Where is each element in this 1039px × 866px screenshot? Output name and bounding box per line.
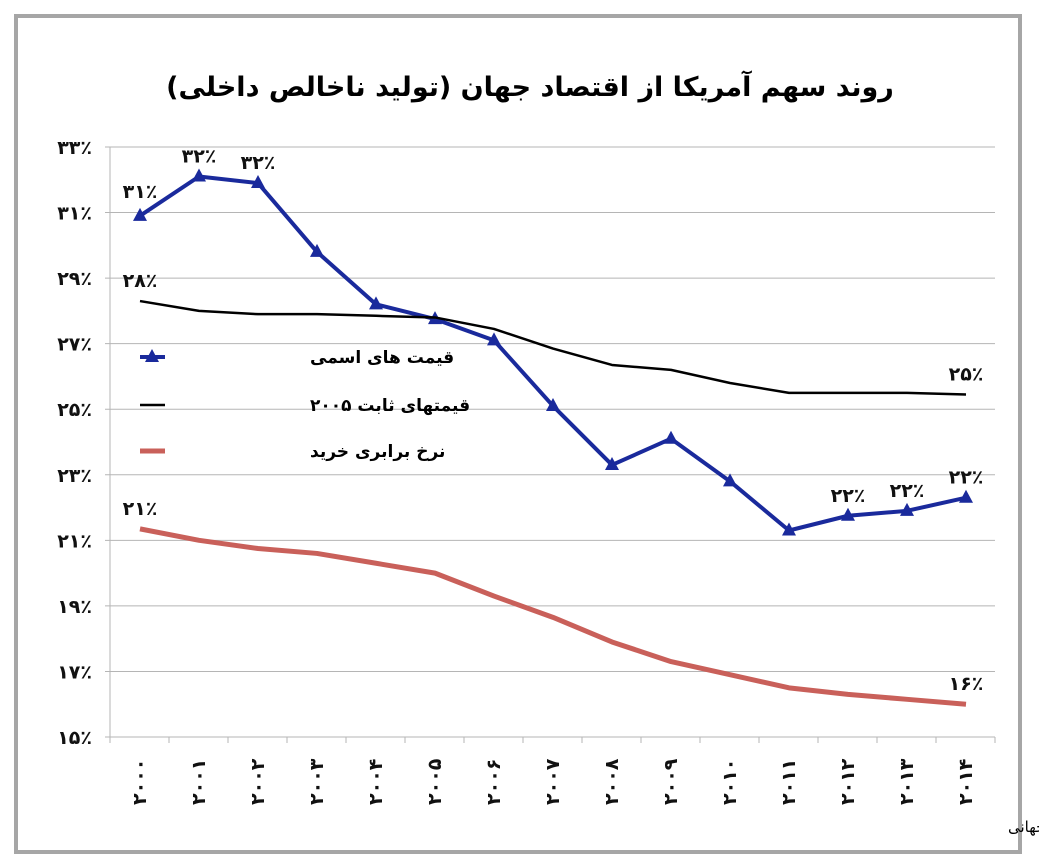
x-tick-label: ۲۰۱۲ (837, 758, 859, 805)
y-tick-label: ۲۵٪ (57, 399, 92, 421)
footnote: تحلیل و استنتاج: احسان سلطانی بر اساس دا… (1008, 818, 1039, 837)
x-tick-label: ۲۰۰۳ (306, 758, 328, 805)
x-tick-label: ۲۰۰۷ (542, 758, 564, 805)
y-tick-label: ۲۷٪ (57, 334, 92, 356)
data-label: ۱۶٪ (949, 673, 984, 695)
x-tick-label: ۲۰۰۸ (601, 758, 623, 805)
y-tick-labels: ۱۵٪ ۱۷٪ ۱۹٪ ۲۱٪ ۲۳٪ ۲۵٪ ۲۷٪ ۲۹٪ ۳۱٪ ۳۳٪ (57, 137, 92, 749)
legend-label: قیمتهای ثابت ۲۰۰۵ (310, 396, 470, 416)
y-tick-label: ۲۱٪ (57, 530, 92, 552)
x-tick-label: ۲۰۰۴ (365, 759, 387, 805)
data-point-marker (192, 168, 206, 182)
chart-title: روند سهم آمریکا از اقتصاد جهان (تولید نا… (166, 70, 894, 103)
y-tick-label: ۱۵٪ (57, 727, 92, 749)
x-tick-label: ۲۰۱۴ (955, 759, 977, 805)
data-point-marker (723, 473, 737, 487)
series-group (133, 168, 973, 707)
data-label: ۲۲٪ (831, 485, 866, 507)
series-line (138, 174, 967, 533)
x-tick-label: ۲۰۰۲ (247, 758, 269, 805)
data-label: ۲۵٪ (949, 363, 984, 385)
legend: قیمت های اسمی قیمتهای ثابت ۲۰۰۵ نرخ برابری… (140, 348, 470, 462)
chart-frame (14, 14, 1022, 854)
data-point-marker (959, 489, 973, 503)
legend-label: نرخ برابری خرید (310, 442, 445, 462)
data-point-marker (841, 507, 855, 521)
data-point-marker (310, 243, 324, 257)
y-tick-label: ۲۹٪ (57, 268, 92, 290)
data-point-marker (546, 397, 560, 411)
x-tick-label: ۲۰۱۱ (778, 759, 800, 805)
data-point-marker (133, 207, 147, 221)
x-tick-label: ۲۰۰۱ (188, 759, 210, 805)
data-label: ۲۱٪ (123, 498, 158, 520)
x-tick-label: ۲۰۰۹ (660, 758, 682, 805)
data-labels: ۳۱٪ ۳۲٪ ۳۲٪ ۲۲٪ ۲۲٪ ۲۲٪ ۲۸٪ ۲۵٪ ۲۱٪ ۱۶٪ (123, 146, 984, 696)
x-tick-label: ۲۰۰۰ (129, 759, 151, 805)
x-tick-label: ۲۰۰۶ (483, 759, 505, 805)
data-label: ۲۸٪ (123, 270, 158, 292)
x-tick-label: ۲۰۱۳ (896, 758, 918, 805)
legend-label: قیمت های اسمی (310, 348, 454, 368)
data-point-marker (900, 502, 914, 516)
legend-marker (145, 349, 159, 362)
x-tick-label: ۲۰۰۵ (424, 758, 446, 805)
y-tick-label: ۳۱٪ (57, 203, 92, 225)
y-tick-label: ۱۷٪ (57, 661, 92, 683)
data-label: ۲۲٪ (890, 480, 925, 502)
data-point-marker (369, 296, 383, 310)
x-tick-label: ۲۰۱۰ (719, 759, 741, 805)
data-label: ۳۲٪ (241, 152, 276, 174)
x-tick-labels: ۲۰۰۰ ۲۰۰۱ ۲۰۰۲ ۲۰۰۳ ۲۰۰۴ ۲۰۰۵ ۲۰۰۶ ۲۰۰۷ ۲۰۰۸ ۲۰۰۹… (129, 758, 977, 805)
series-line (139, 299, 967, 396)
data-point-marker (605, 456, 619, 470)
data-point-marker (664, 430, 678, 444)
y-tick-label: ۱۹٪ (57, 596, 92, 618)
data-point-marker (251, 175, 265, 189)
data-label: ۳۱٪ (123, 181, 158, 203)
y-tick-label: ۲۳٪ (57, 465, 92, 487)
data-point-marker (487, 332, 501, 346)
data-label: ۳۲٪ (182, 146, 217, 168)
y-tick-label: ۳۳٪ (57, 137, 92, 159)
grid-lines (105, 146, 995, 672)
data-point-marker (782, 522, 796, 536)
data-label: ۲۲٪ (949, 467, 984, 489)
series-line (139, 526, 967, 707)
axes (105, 147, 996, 743)
